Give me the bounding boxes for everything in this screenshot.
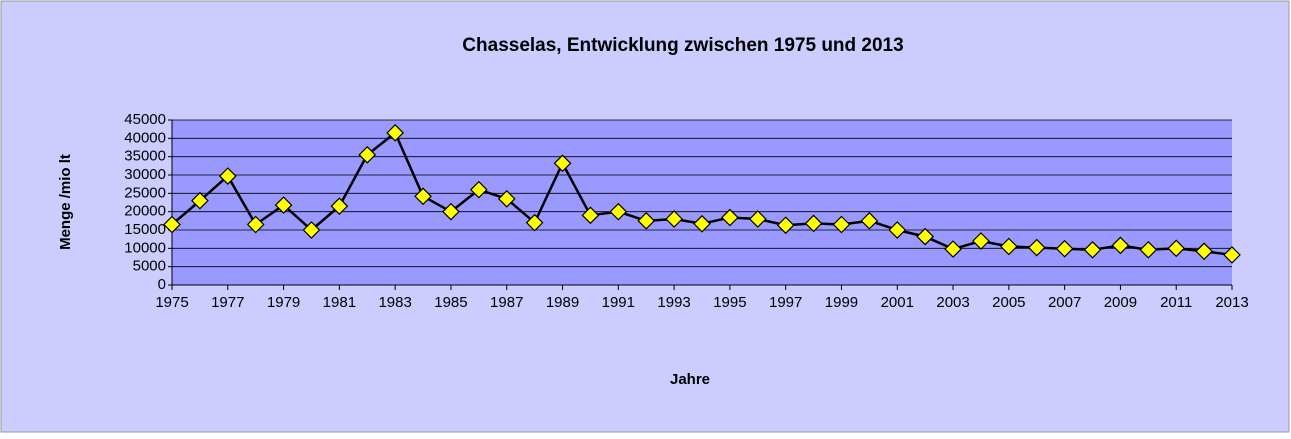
data-point bbox=[888, 221, 907, 239]
x-axis-label: Jahre bbox=[670, 371, 710, 388]
x-tick-label: 2007 bbox=[1048, 294, 1081, 311]
data-point bbox=[972, 232, 990, 250]
y-tick-label: 45000 bbox=[124, 111, 166, 128]
data-point bbox=[609, 202, 628, 221]
x-tick-label: 2011 bbox=[1160, 294, 1192, 311]
x-tick-label: 2013 bbox=[1215, 294, 1248, 311]
data-point bbox=[218, 167, 237, 185]
data-point bbox=[330, 197, 349, 216]
data-point bbox=[1167, 239, 1186, 258]
data-point bbox=[832, 215, 851, 234]
data-point bbox=[358, 145, 377, 164]
y-tick-label: 20000 bbox=[124, 203, 166, 220]
x-tick-label: 1983 bbox=[378, 294, 411, 311]
data-point bbox=[246, 215, 265, 234]
x-tick-label: 1977 bbox=[211, 294, 244, 311]
data-point bbox=[1027, 238, 1046, 257]
data-point bbox=[860, 211, 879, 230]
data-point bbox=[916, 227, 935, 246]
x-tick-label: 1995 bbox=[713, 294, 746, 311]
data-point bbox=[999, 237, 1018, 256]
x-tick-label: 2005 bbox=[992, 294, 1025, 311]
data-point bbox=[1055, 239, 1074, 258]
data-point bbox=[553, 154, 572, 173]
data-point bbox=[274, 196, 293, 214]
x-tick-label: 2009 bbox=[1104, 294, 1137, 311]
data-point bbox=[804, 214, 823, 233]
x-tick-label: 2003 bbox=[936, 294, 969, 311]
y-tick-label: 30000 bbox=[124, 166, 166, 183]
x-tick-label: 1999 bbox=[825, 294, 858, 311]
y-tick-label: 40000 bbox=[124, 129, 166, 146]
data-point bbox=[748, 210, 767, 228]
x-tick-label: 1989 bbox=[546, 294, 579, 311]
x-tick-label: 1997 bbox=[769, 294, 802, 311]
chart-title: Chasselas, Entwicklung zwischen 1975 und… bbox=[462, 35, 903, 56]
data-point bbox=[163, 215, 181, 234]
y-tick-label: 5000 bbox=[133, 258, 166, 275]
data-point bbox=[191, 191, 209, 210]
data-point bbox=[1083, 240, 1102, 259]
data-point bbox=[302, 221, 321, 239]
data-point bbox=[1223, 246, 1241, 264]
y-tick-label: 0 bbox=[158, 276, 166, 293]
x-tick-label: 1975 bbox=[155, 294, 188, 311]
y-tick-label: 10000 bbox=[124, 239, 166, 256]
x-tick-label: 1987 bbox=[490, 294, 523, 311]
y-axis-label: Menge /mio lt bbox=[57, 154, 74, 250]
data-point bbox=[497, 189, 516, 208]
x-tick-label: 1979 bbox=[267, 294, 300, 311]
data-point bbox=[414, 187, 432, 206]
x-tick-label: 2001 bbox=[881, 294, 914, 311]
y-tick-label: 15000 bbox=[124, 221, 166, 238]
data-point bbox=[776, 216, 795, 235]
y-tick-label: 25000 bbox=[124, 184, 166, 201]
plot-area bbox=[172, 120, 1232, 285]
x-tick-label: 1985 bbox=[434, 294, 467, 311]
x-tick-label: 1991 bbox=[602, 294, 635, 311]
data-point bbox=[525, 213, 544, 232]
data-point bbox=[637, 211, 656, 230]
data-point bbox=[386, 123, 405, 142]
data-point bbox=[944, 240, 962, 258]
data-point bbox=[1111, 236, 1130, 255]
x-tick-label: 1993 bbox=[657, 294, 690, 311]
x-tick-label: 1981 bbox=[323, 294, 356, 311]
data-point bbox=[665, 210, 683, 228]
data-point bbox=[581, 206, 600, 225]
y-tick-label: 35000 bbox=[124, 148, 166, 165]
data-point bbox=[442, 202, 460, 221]
data-point bbox=[1139, 240, 1158, 259]
data-point bbox=[721, 208, 739, 227]
data-point bbox=[693, 214, 711, 233]
data-point bbox=[1195, 242, 1213, 261]
data-point bbox=[469, 180, 488, 199]
